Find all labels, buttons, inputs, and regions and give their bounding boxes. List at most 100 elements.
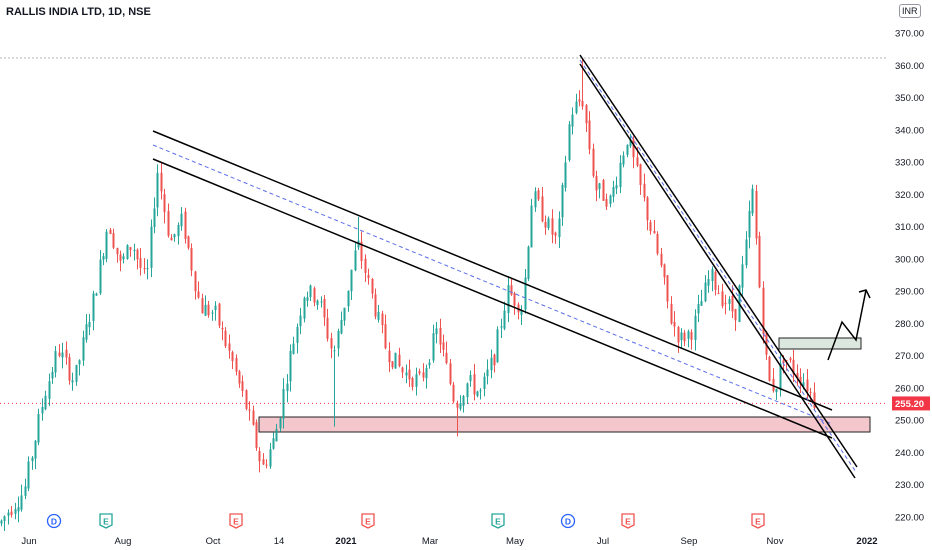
marker-shape bbox=[751, 513, 765, 529]
candle-body bbox=[704, 282, 707, 302]
candle-body bbox=[255, 422, 258, 449]
candle-body bbox=[156, 172, 159, 208]
candle-body bbox=[384, 324, 387, 349]
candle-body bbox=[48, 381, 51, 399]
candle-body bbox=[14, 509, 17, 514]
candle-body bbox=[554, 232, 557, 236]
candle-body bbox=[493, 354, 496, 366]
candle-body bbox=[133, 249, 136, 251]
projection-path bbox=[827, 289, 867, 361]
candle-body bbox=[411, 378, 414, 387]
candle-body bbox=[109, 229, 112, 234]
candle-body bbox=[697, 304, 700, 314]
candle-body bbox=[466, 383, 469, 398]
candle-body bbox=[626, 144, 629, 155]
candle-body bbox=[649, 222, 652, 232]
arrow-head-icon bbox=[858, 289, 871, 299]
marker-label: E bbox=[495, 517, 501, 527]
candle-body bbox=[313, 288, 316, 303]
candle-body bbox=[248, 409, 251, 411]
candle-body bbox=[211, 312, 214, 314]
candle-body bbox=[534, 191, 537, 208]
candle-body bbox=[44, 395, 47, 410]
zones-layer bbox=[0, 57, 886, 433]
x-tick-label: Jul bbox=[597, 536, 609, 547]
candle-body bbox=[530, 205, 533, 248]
symbol-title[interactable]: RALLIS INDIA LTD, 1D, NSE bbox=[6, 6, 151, 18]
candle-body bbox=[184, 211, 187, 239]
candle-body bbox=[340, 319, 343, 334]
candle-body bbox=[571, 114, 574, 127]
candle-body bbox=[789, 358, 792, 360]
candle-body bbox=[337, 330, 340, 349]
candle-body bbox=[670, 303, 673, 324]
x-tick-label: Mar bbox=[422, 536, 438, 547]
candle-body bbox=[415, 374, 418, 387]
candle-body bbox=[238, 371, 241, 384]
candle-body bbox=[105, 231, 108, 259]
candle-body bbox=[88, 321, 91, 328]
candle-body bbox=[432, 333, 435, 361]
candle-body bbox=[456, 403, 459, 408]
resistance-zone bbox=[778, 337, 862, 350]
candle-body bbox=[643, 183, 646, 198]
x-tick-label: 2022 bbox=[856, 536, 877, 547]
candle-body bbox=[31, 457, 34, 462]
candle-body bbox=[680, 332, 683, 341]
candle-body bbox=[422, 372, 425, 378]
candle-body bbox=[527, 246, 530, 279]
x-tick-label: 2021 bbox=[335, 536, 357, 547]
candle-body bbox=[272, 438, 275, 449]
candle-body bbox=[452, 384, 455, 402]
candle-body bbox=[241, 381, 244, 391]
y-tick-label: 240.00 bbox=[895, 448, 924, 459]
candle-body bbox=[0, 520, 3, 524]
candle-body bbox=[265, 464, 268, 466]
candle-body bbox=[687, 331, 690, 339]
marker-shape bbox=[560, 513, 576, 529]
candle-body bbox=[116, 247, 119, 255]
candle-body bbox=[82, 337, 85, 361]
candle-body bbox=[167, 211, 170, 236]
candle-body bbox=[734, 309, 737, 321]
candle-body bbox=[170, 237, 173, 241]
candle-body bbox=[656, 234, 659, 254]
candle-body bbox=[629, 139, 632, 147]
candle-body bbox=[235, 358, 238, 372]
marker-shape bbox=[621, 513, 635, 529]
candle-body bbox=[85, 324, 88, 340]
candle-body bbox=[660, 253, 663, 266]
candle-body bbox=[279, 418, 282, 429]
candle-body bbox=[388, 350, 391, 363]
candle-body bbox=[102, 256, 105, 260]
candle-body bbox=[799, 376, 802, 385]
candle-body bbox=[745, 239, 748, 266]
candle-body bbox=[190, 247, 193, 271]
candle-body bbox=[194, 271, 197, 292]
candle-body bbox=[231, 352, 234, 362]
currency-badge[interactable]: INR bbox=[899, 4, 921, 18]
marker-label: E bbox=[233, 517, 239, 527]
y-tick-label: 280.00 bbox=[895, 319, 924, 330]
candle-body bbox=[262, 459, 265, 465]
candle-body bbox=[275, 429, 278, 442]
candle-body bbox=[646, 197, 649, 221]
candle-body bbox=[510, 285, 513, 295]
candle-body bbox=[153, 208, 156, 228]
candle-body bbox=[204, 304, 207, 316]
candle-body bbox=[724, 302, 727, 305]
candle-body bbox=[221, 328, 224, 330]
candle-body bbox=[146, 268, 149, 270]
candle-body bbox=[296, 326, 299, 343]
candle-body bbox=[711, 269, 714, 281]
candle-body bbox=[588, 120, 591, 150]
candle-body bbox=[486, 369, 489, 377]
candle-body bbox=[496, 329, 499, 363]
candle-body bbox=[27, 461, 30, 489]
candle-body bbox=[289, 350, 292, 382]
candle-body bbox=[592, 148, 595, 176]
channel-median-line bbox=[152, 144, 833, 425]
candle-body bbox=[748, 210, 751, 238]
candle-body bbox=[299, 315, 302, 327]
